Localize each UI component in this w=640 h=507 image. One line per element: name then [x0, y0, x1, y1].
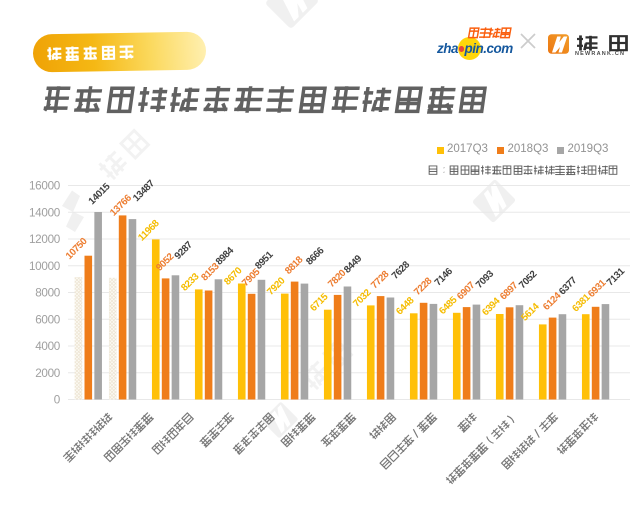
svg-text:7131: 7131: [605, 266, 628, 289]
svg-text:5614: 5614: [519, 301, 542, 324]
svg-text:12000: 12000: [29, 233, 61, 246]
svg-text:7093: 7093: [474, 268, 497, 291]
svg-text:8666: 8666: [304, 245, 327, 268]
svg-text:6000: 6000: [35, 313, 61, 326]
svg-text:8000: 8000: [35, 287, 61, 300]
svg-text:0: 0: [54, 394, 61, 407]
svg-text:6377: 6377: [557, 275, 580, 298]
svg-text:7628: 7628: [390, 259, 413, 282]
svg-text:7052: 7052: [517, 268, 540, 291]
svg-text:2000: 2000: [35, 367, 61, 380]
svg-text:9287: 9287: [173, 239, 196, 262]
svg-text:8951: 8951: [253, 249, 276, 272]
svg-text:4000: 4000: [35, 340, 61, 353]
svg-text:8984: 8984: [214, 245, 237, 268]
svg-text:16000: 16000: [29, 180, 61, 193]
svg-text:7146: 7146: [433, 266, 456, 289]
svg-text:8449: 8449: [342, 253, 365, 276]
svg-text:13487: 13487: [131, 178, 157, 204]
svg-text:14015: 14015: [87, 181, 113, 207]
svg-text:14000: 14000: [29, 206, 61, 219]
svg-text:10000: 10000: [29, 260, 61, 273]
svg-text:7728: 7728: [369, 268, 392, 291]
svg-text:7228: 7228: [412, 275, 435, 298]
